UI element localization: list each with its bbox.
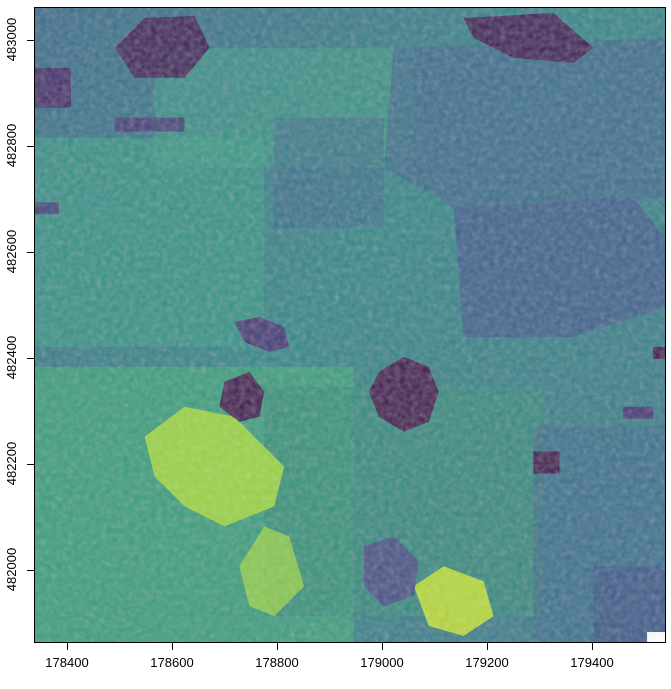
x-tick [487, 643, 488, 650]
y-tick [27, 252, 34, 253]
x-tick-label: 178400 [45, 655, 89, 670]
y-tick-label: 482000 [4, 547, 20, 592]
dark-patch-small-1 [234, 317, 290, 352]
dark-patch-lake [368, 356, 439, 432]
x-tick [592, 643, 593, 650]
y-tick-label: 482600 [4, 229, 20, 274]
field-northeast-blue [383, 37, 665, 208]
y-tick [27, 358, 34, 359]
x-tick-label: 178600 [150, 655, 194, 670]
y-tick-label: 482400 [4, 335, 20, 380]
field-east-blue [453, 197, 665, 337]
x-tick [382, 643, 383, 650]
y-tick [27, 146, 34, 147]
field-bright-b [239, 526, 305, 617]
x-tick [67, 643, 68, 650]
field-center-blue [274, 117, 384, 228]
dark-patch-northeast [463, 12, 594, 63]
y-tick-label: 483000 [4, 17, 20, 62]
y-tick-label: 482800 [4, 123, 20, 168]
x-tick-label: 179200 [465, 655, 509, 670]
x-tick-label: 178800 [255, 655, 299, 670]
dark-patch-north [114, 15, 210, 78]
white-corner [647, 632, 665, 642]
y-tick [27, 570, 34, 571]
dark-patch-strip [114, 117, 185, 132]
field-west-green [35, 137, 265, 347]
raster-image [35, 8, 665, 642]
x-tick [277, 643, 278, 650]
purple-block-south [363, 536, 419, 607]
x-tick-label: 179000 [360, 655, 404, 670]
dark-patch-northwest [35, 67, 71, 108]
map-plot-area [34, 7, 666, 643]
dark-patch-east [533, 451, 560, 474]
x-tick [172, 643, 173, 650]
field-southeast-dark [593, 566, 665, 642]
y-tick [27, 464, 34, 465]
purple-block-small [35, 202, 59, 215]
field-bright-c [413, 566, 494, 637]
dark-patch-east-2 [653, 346, 665, 359]
x-tick-label: 179400 [570, 655, 614, 670]
y-tick-label: 482200 [4, 441, 20, 486]
field-bright-a [144, 406, 285, 527]
y-tick [27, 40, 34, 41]
dark-patch-east-3 [623, 406, 654, 419]
dark-patch-center [219, 371, 265, 422]
